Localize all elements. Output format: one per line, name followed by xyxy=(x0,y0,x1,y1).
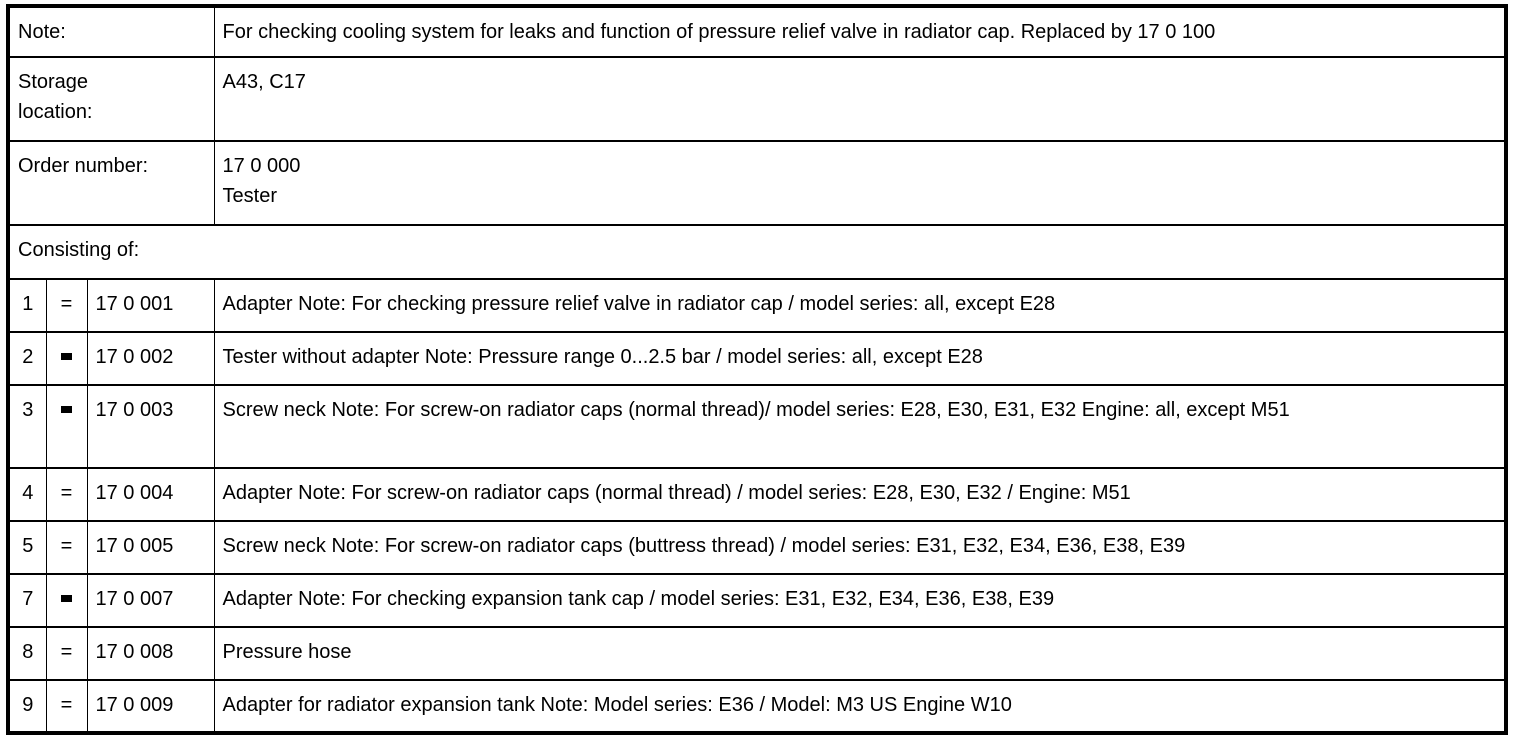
item-description: Adapter Note: For checking expansion tan… xyxy=(213,573,1507,628)
item-description: Adapter Note: For screw-on radiator caps… xyxy=(213,467,1507,522)
symbol-bar-icon xyxy=(61,406,72,414)
item-number: 17 0 001 xyxy=(86,278,215,333)
item-description: Screw neck Note: For screw-on radiator c… xyxy=(213,384,1507,469)
item-description: Pressure hose xyxy=(213,626,1507,681)
item-description: Tester without adapter Note: Pressure ra… xyxy=(213,331,1507,386)
note-value: For checking cooling system for leaks an… xyxy=(213,5,1507,58)
item-row: 5 = 17 0 005 Screw neck Note: For screw-on … xyxy=(7,520,1507,575)
order-number: 17 0 000 xyxy=(222,155,301,177)
symbol-equal: = xyxy=(60,641,73,663)
item-row: 7 17 0 007 Adapter Note: For checking expa… xyxy=(7,573,1507,628)
item-symbol xyxy=(45,384,88,469)
item-row: 9 = 17 0 009 Adapter for radiator expansion… xyxy=(7,679,1507,734)
item-description: Screw neck Note: For screw-on radiator c… xyxy=(213,520,1507,575)
symbol-bar-icon xyxy=(61,595,72,603)
item-number: 17 0 005 xyxy=(86,520,215,575)
tool-info-table: Note: For checking cooling system for le… xyxy=(6,4,1508,735)
item-number: 17 0 004 xyxy=(86,467,215,522)
item-position: 4 xyxy=(7,467,47,522)
item-row: 3 17 0 003 Screw neck Note: For screw-on r… xyxy=(7,384,1507,469)
order-item-name: Tester xyxy=(222,185,277,207)
item-row: 2 17 0 002 Tester without adapter Note: Pr… xyxy=(7,331,1507,386)
symbol-bar-icon xyxy=(61,353,72,361)
item-description: Adapter Note: For checking pressure reli… xyxy=(213,278,1507,333)
storage-location-label-text: Storage location: xyxy=(18,71,93,123)
item-symbol xyxy=(45,331,88,386)
item-number: 17 0 002 xyxy=(86,331,215,386)
symbol-equal: = xyxy=(60,535,73,557)
item-symbol: = xyxy=(45,467,88,522)
note-label: Note: xyxy=(7,5,215,58)
note-row: Note: For checking cooling system for le… xyxy=(7,5,1507,58)
consisting-of-label: Consisting of: xyxy=(7,224,1507,280)
item-row: 8 = 17 0 008 Pressure hose xyxy=(7,626,1507,681)
order-number-label: Order number: xyxy=(7,140,215,226)
item-symbol: = xyxy=(45,626,88,681)
item-position: 1 xyxy=(7,278,47,333)
item-number: 17 0 003 xyxy=(86,384,215,469)
item-row: 1 = 17 0 001 Adapter Note: For checking pre… xyxy=(7,278,1507,333)
item-position: 3 xyxy=(7,384,47,469)
item-symbol: = xyxy=(45,679,88,734)
item-number: 17 0 007 xyxy=(86,573,215,628)
item-number: 17 0 009 xyxy=(86,679,215,734)
item-symbol: = xyxy=(45,520,88,575)
item-position: 5 xyxy=(7,520,47,575)
item-row: 4 = 17 0 004 Adapter Note: For screw-on rad… xyxy=(7,467,1507,522)
storage-location-label: Storage location: xyxy=(7,56,215,142)
symbol-equal: = xyxy=(60,694,73,716)
item-number: 17 0 008 xyxy=(86,626,215,681)
item-symbol xyxy=(45,573,88,628)
storage-location-value: A43, C17 xyxy=(213,56,1507,142)
item-position: 7 xyxy=(7,573,47,628)
symbol-equal: = xyxy=(60,482,73,504)
order-number-value: 17 0 000 Tester xyxy=(213,140,1507,226)
storage-location-row: Storage location: A43, C17 xyxy=(7,56,1507,142)
order-number-row: Order number: 17 0 000 Tester xyxy=(7,140,1507,226)
item-position: 8 xyxy=(7,626,47,681)
consisting-of-row: Consisting of: xyxy=(7,224,1507,280)
symbol-equal: = xyxy=(60,293,73,315)
item-symbol: = xyxy=(45,278,88,333)
item-position: 2 xyxy=(7,331,47,386)
item-position: 9 xyxy=(7,679,47,734)
item-description: Adapter for radiator expansion tank Note… xyxy=(213,679,1507,734)
